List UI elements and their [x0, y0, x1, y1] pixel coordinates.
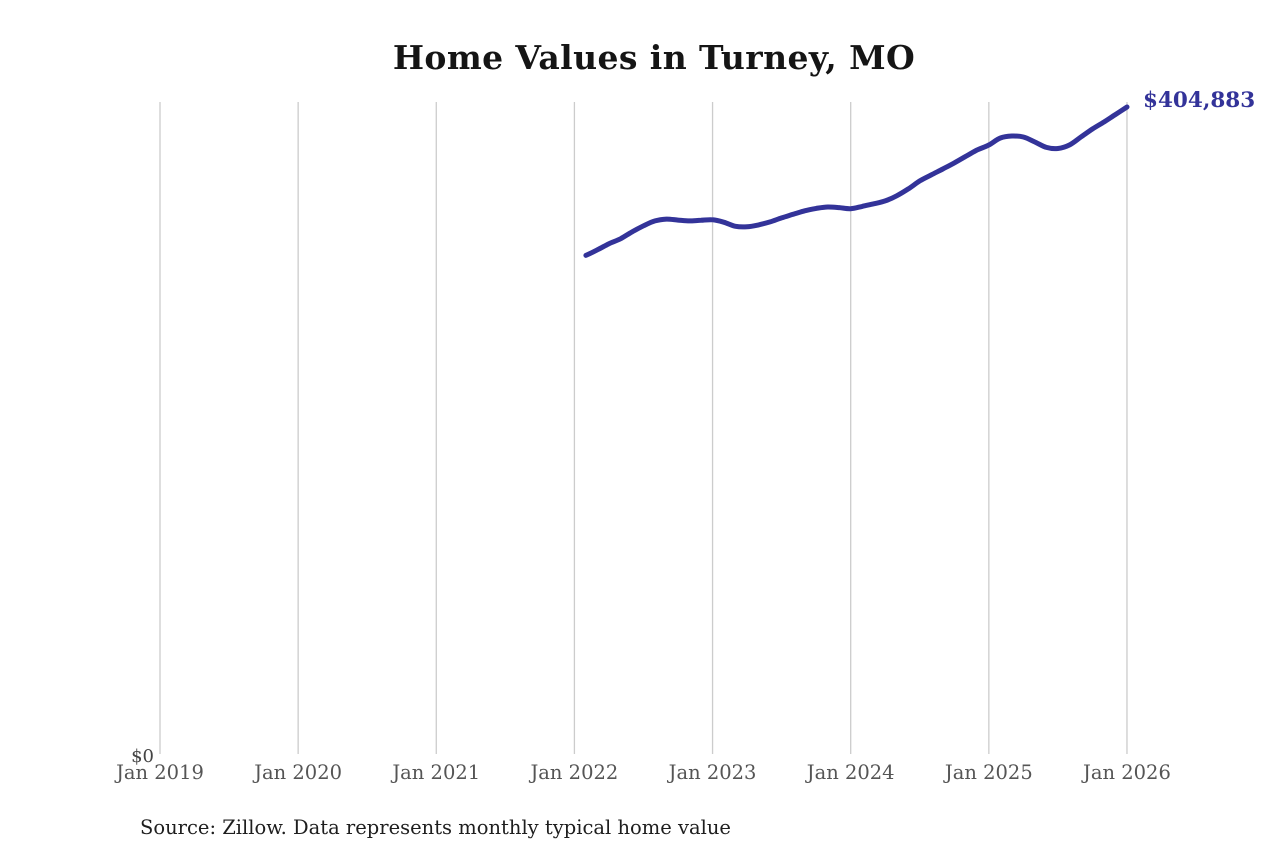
x-tick-label: Jan 2023 — [668, 761, 757, 784]
x-tick-label: Jan 2025 — [944, 761, 1033, 784]
chart-title: Home Values in Turney, MO — [392, 38, 916, 77]
x-tick-label: Jan 2021 — [392, 761, 481, 784]
x-tick-label: Jan 2019 — [116, 761, 204, 784]
source-attribution: Source: Zillow. Data represents monthly … — [140, 816, 731, 839]
x-tick-label: Jan 2024 — [806, 761, 895, 784]
home-value-line — [583, 104, 1130, 258]
line-chart-plot — [159, 102, 1130, 754]
x-tick-label: Jan 2020 — [254, 761, 343, 784]
latest-value-label: $404,883 — [1143, 88, 1256, 113]
x-tick-label: Jan 2026 — [1083, 761, 1171, 784]
y-axis-zero-label: $0 — [131, 746, 154, 767]
x-tick-label: Jan 2022 — [530, 761, 619, 784]
